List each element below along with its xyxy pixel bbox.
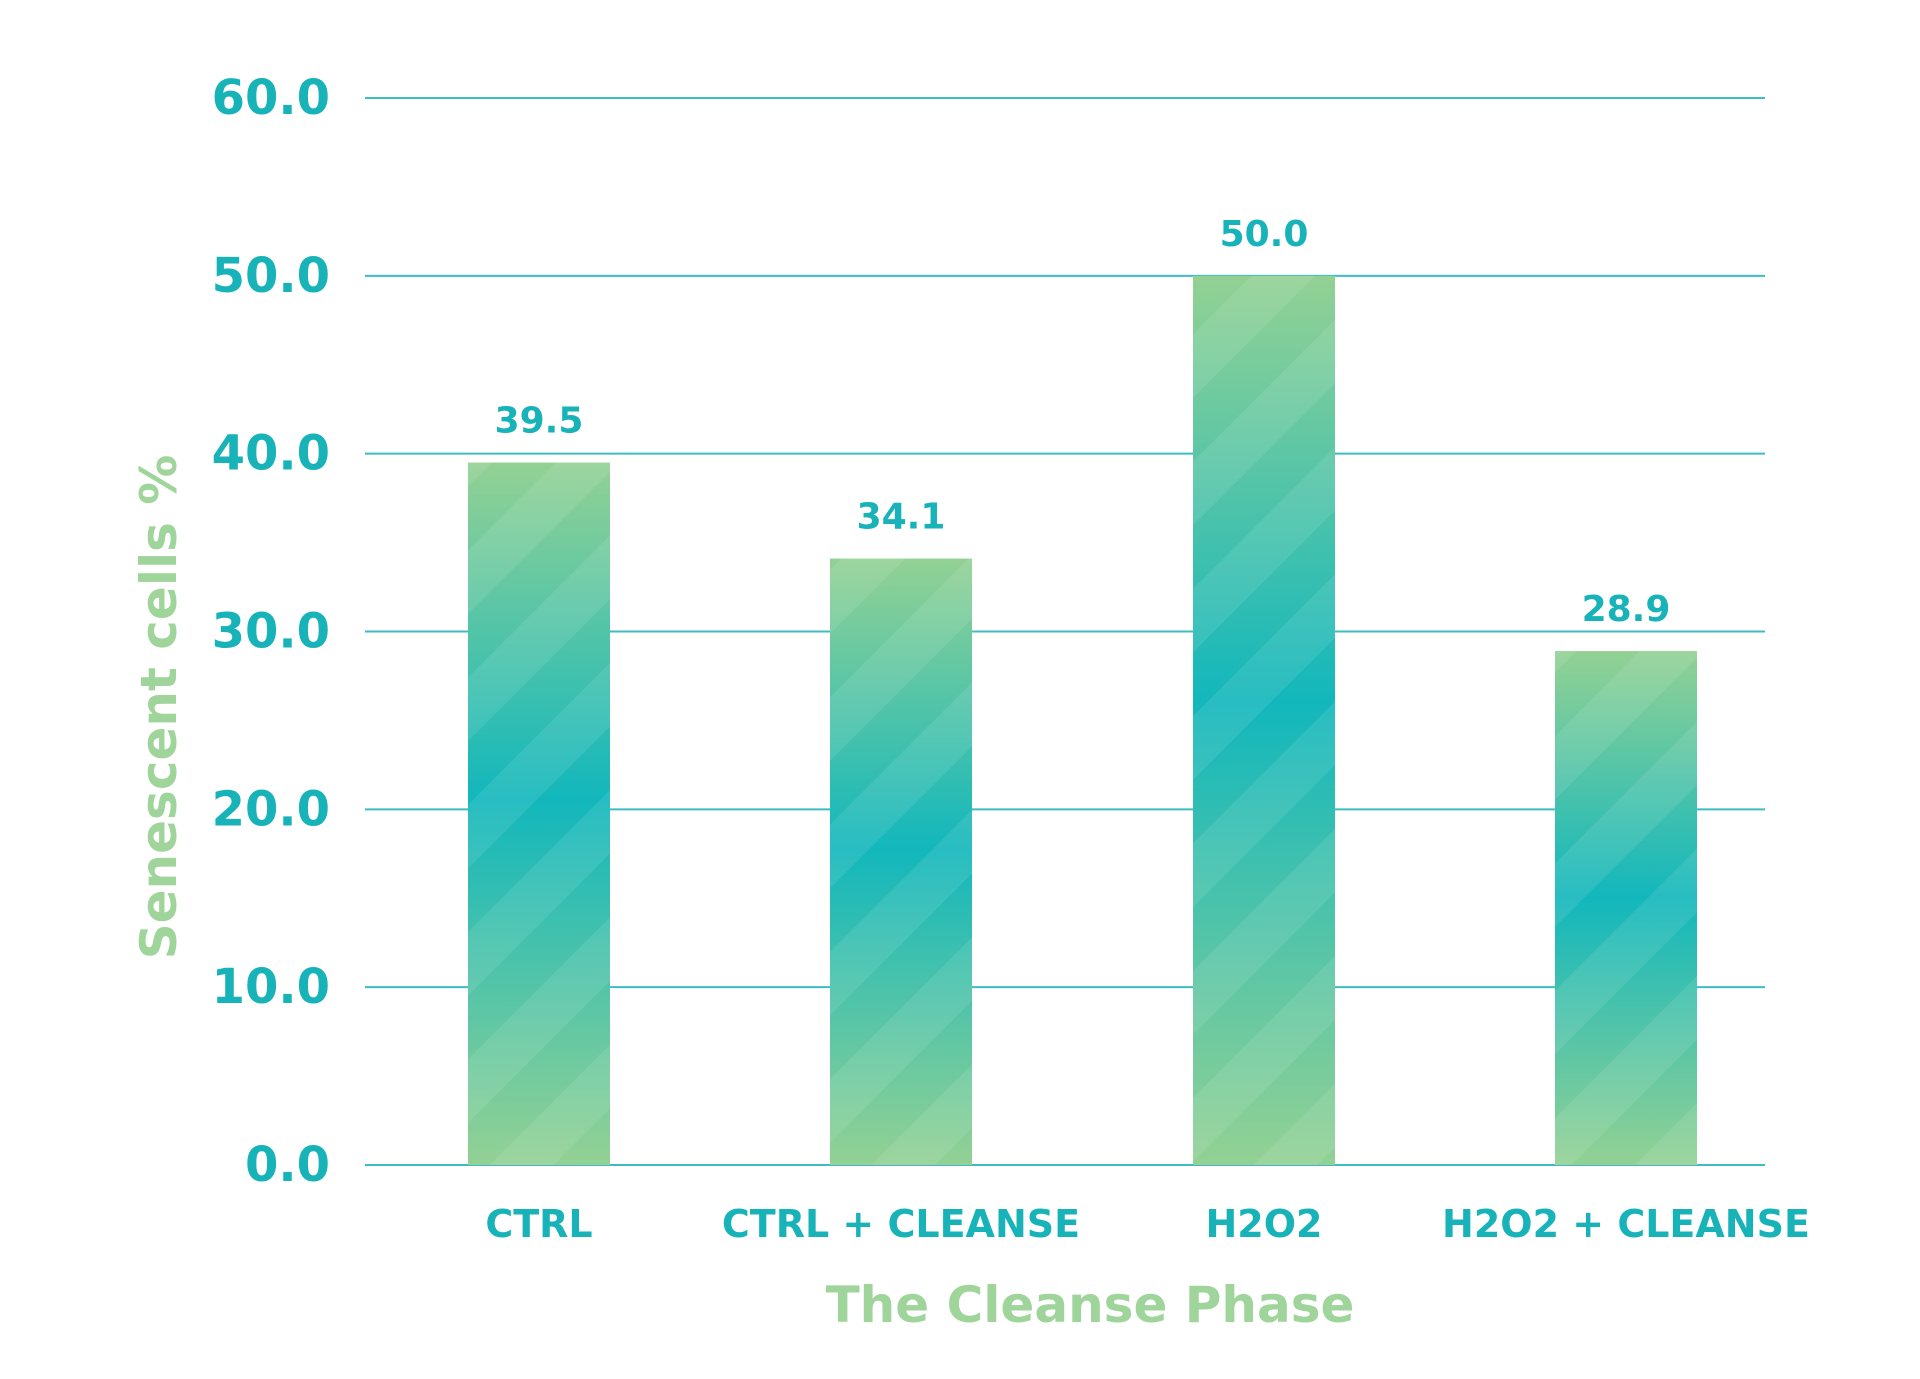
x-tick-label: H2O2 (1206, 1202, 1323, 1246)
x-tick-label: CTRL (485, 1202, 592, 1246)
data-label: 50.0 (1220, 214, 1309, 255)
bar-4 (1555, 651, 1697, 1165)
x-tick-label: CTRL + CLEANSE (722, 1202, 1080, 1246)
bar-3 (1193, 275, 1335, 1165)
y-axis-title: Senescent cells % (130, 455, 188, 960)
bar-1 (468, 462, 610, 1165)
x-axis-title: The Cleanse Phase (826, 1276, 1355, 1334)
bar-layer (468, 275, 1697, 1165)
y-tick-label: 10.0 (212, 959, 330, 1015)
y-tick-label: 60.0 (212, 70, 330, 126)
y-tick-label: 0.0 (245, 1137, 330, 1193)
bar-stripes (468, 462, 610, 1165)
label-layer: 39.5 CTRL 34.1 CTRL + CLEANSE 50.0 H2O2 28.9 H2… (485, 214, 1810, 1246)
bar-stripes (830, 558, 972, 1165)
bar-2 (830, 558, 972, 1165)
data-label: 39.5 (495, 401, 584, 442)
bar-stripes (1193, 275, 1335, 1165)
y-tick-label: 50.0 (212, 248, 330, 304)
y-tick-label: 20.0 (212, 781, 330, 837)
grid-layer: 0.0 10.0 20.0 30.0 40.0 50.0 60.0 (212, 70, 1765, 1193)
data-label: 34.1 (857, 497, 946, 538)
y-tick-label: 30.0 (212, 604, 330, 660)
data-label: 28.9 (1582, 589, 1671, 630)
y-tick-label: 40.0 (212, 426, 330, 482)
bar-stripes (1555, 651, 1697, 1165)
x-tick-label: H2O2 + CLEANSE (1442, 1202, 1810, 1246)
